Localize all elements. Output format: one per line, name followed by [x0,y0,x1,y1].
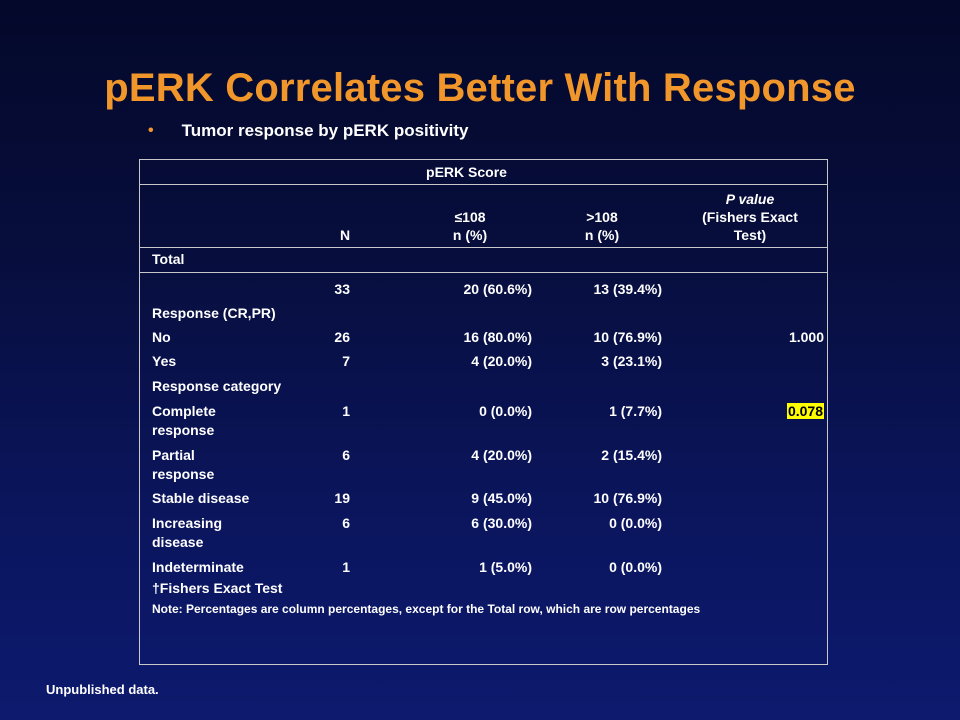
row-le108: 20 (60.6%) [463,281,532,297]
row-n: 6 [342,447,350,463]
col-header-pvalue-line1: P value [725,191,775,207]
row-label: Partial response [152,447,215,482]
bullet-point: • Tumor response by pERK positivity [148,121,468,141]
row-n: 19 [334,490,350,506]
col-header-gt108-unit: n (%) [584,227,620,243]
row-le108: 6 (30.0%) [471,515,532,531]
row-le108: 4 (20.0%) [471,447,532,463]
col-header-pvalue-line3: Test) [733,227,767,243]
row-pvalue: 1.000 [788,329,824,345]
row-gt108: 0 (0.0%) [609,515,662,531]
row-label: Indeterminate [152,559,244,575]
slide-title: pERK Correlates Better With Response [104,66,856,110]
col-header-gt108: >108 n (%) [562,208,642,244]
total-section-header: Total [140,247,827,273]
row-n: 6 [342,515,350,531]
col-header-le108-label: ≤108 [454,209,486,225]
highlighted-pvalue: 0.078 [786,403,824,419]
row-le108: 16 (80.0%) [463,329,532,345]
row-gt108: 3 (23.1%) [601,353,662,369]
col-header-le108-unit: n (%) [452,227,488,243]
row-le108: 1 (5.0%) [479,559,532,575]
row-pvalue: 0.078 [700,402,824,421]
row-gt108: 10 (76.9%) [593,329,662,345]
row-le108: 4 (20.0%) [471,353,532,369]
row-label: Response (CR,PR) [152,305,276,321]
row-n: 1 [342,403,350,419]
row-n: 7 [342,353,350,369]
total-label: Total [152,251,185,267]
col-header-pvalue-line2: (Fishers Exact [702,209,798,225]
results-table: pERK Score N ≤108 n (%) >108 n (%) P val… [139,159,828,665]
row-le108: 9 (45.0%) [471,490,532,506]
row-n: 26 [334,329,350,345]
row-n: 1 [342,559,350,575]
row-label: Complete response [152,403,216,438]
row-gt108: 0 (0.0%) [609,559,662,575]
row-gt108: 13 (39.4%) [593,281,662,297]
col-header-pvalue: P value (Fishers Exact Test) [680,190,820,244]
footnote-fishers: †Fishers Exact Test [152,580,283,596]
row-label: No [152,329,171,345]
col-header-n: N [339,227,351,243]
col-header-le108: ≤108 n (%) [430,208,510,244]
bullet-text: Tumor response by pERK positivity [181,121,469,140]
row-label: Response category [152,378,282,394]
row-label: Stable disease [152,490,250,506]
row-le108: 0 (0.0%) [479,403,532,419]
bullet-icon: • [148,122,154,139]
perk-score-header: pERK Score [140,160,827,185]
row-gt108: 2 (15.4%) [601,447,662,463]
source-note: Unpublished data. [46,682,159,697]
col-header-gt108-label: >108 [586,209,618,225]
row-label: Yes [152,353,177,369]
row-n: 33 [334,281,350,297]
row-gt108: 10 (76.9%) [593,490,662,506]
row-label: Increasing disease [152,515,223,550]
footnote-percentages: Note: Percentages are column percentages… [152,602,701,616]
column-headers: N ≤108 n (%) >108 n (%) P value (Fishers… [140,185,827,248]
row-gt108: 1 (7.7%) [609,403,662,419]
